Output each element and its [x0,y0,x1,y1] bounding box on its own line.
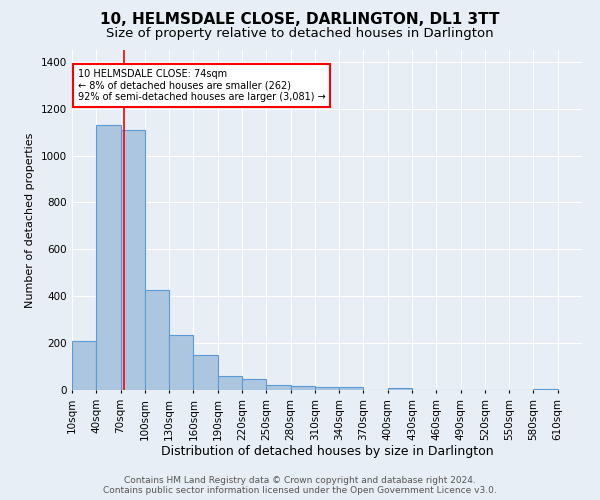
Bar [121,130,145,390]
Bar [290,386,315,390]
Bar [72,341,96,390]
Text: Contains HM Land Registry data © Crown copyright and database right 2024.
Contai: Contains HM Land Registry data © Crown c… [103,476,497,495]
Bar [218,376,242,390]
Bar [96,125,121,390]
Bar [169,335,193,390]
Bar [145,290,169,390]
Bar [339,387,364,390]
Bar [315,386,339,390]
Bar [193,356,218,390]
Bar [242,380,266,390]
Text: 10, HELMSDALE CLOSE, DARLINGTON, DL1 3TT: 10, HELMSDALE CLOSE, DARLINGTON, DL1 3TT [100,12,500,28]
Bar [533,389,558,390]
Bar [266,385,290,390]
Bar [388,388,412,390]
Text: 10 HELMSDALE CLOSE: 74sqm
← 8% of detached houses are smaller (262)
92% of semi-: 10 HELMSDALE CLOSE: 74sqm ← 8% of detach… [77,69,325,102]
Text: Size of property relative to detached houses in Darlington: Size of property relative to detached ho… [106,28,494,40]
Y-axis label: Number of detached properties: Number of detached properties [25,132,35,308]
X-axis label: Distribution of detached houses by size in Darlington: Distribution of detached houses by size … [161,445,493,458]
